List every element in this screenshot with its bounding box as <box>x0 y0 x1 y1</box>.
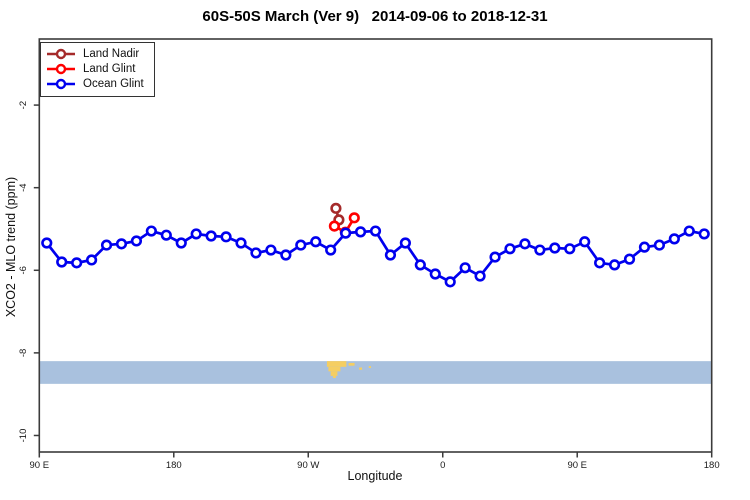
data-point <box>205 230 217 242</box>
land-nadir-line-marker-icon <box>47 48 75 60</box>
data-point <box>504 243 516 255</box>
series-line <box>45 229 705 284</box>
data-point <box>190 228 202 240</box>
data-point <box>348 212 360 224</box>
data-point <box>459 262 471 274</box>
ocean-glint-line-marker-icon <box>47 78 75 90</box>
map-strip-land <box>332 375 336 378</box>
data-point <box>549 242 561 254</box>
y-tick-label: -10 <box>18 429 29 443</box>
data-point <box>354 226 367 238</box>
y-tick-label: -4 <box>18 183 29 191</box>
series-land-nadir <box>330 202 345 226</box>
legend: Land Nadir Land Glint Ocean Glint <box>40 42 155 97</box>
x-tick-label: 90 W <box>297 460 319 471</box>
land-glint-line-marker-icon <box>47 63 75 75</box>
map-strip-land <box>330 371 338 376</box>
data-point <box>325 244 337 256</box>
data-point <box>250 247 262 259</box>
data-point <box>100 239 113 251</box>
data-point <box>444 276 456 288</box>
data-point <box>698 228 710 240</box>
map-strip-land <box>326 361 347 367</box>
data-point <box>519 238 531 250</box>
y-tick-label: -6 <box>18 266 29 274</box>
data-point <box>384 249 397 261</box>
legend-label: Land Glint <box>83 63 136 75</box>
data-point <box>85 254 98 266</box>
data-point <box>280 249 292 261</box>
data-point <box>220 231 232 243</box>
data-point <box>175 237 187 249</box>
data-point <box>160 229 172 241</box>
map-strip-land <box>368 366 372 368</box>
data-point <box>668 233 680 245</box>
map-strip-land <box>348 362 355 366</box>
data-point <box>56 256 68 268</box>
data-point <box>608 259 621 271</box>
map-strip-land <box>328 366 341 372</box>
x-tick-label: 90 E <box>30 460 50 471</box>
plot-border <box>38 38 713 453</box>
data-point <box>265 244 277 256</box>
data-point <box>41 237 53 249</box>
data-point <box>474 270 486 282</box>
data-point <box>130 235 143 247</box>
data-point <box>399 237 411 249</box>
data-point <box>235 237 247 249</box>
data-point <box>429 268 441 280</box>
data-point <box>683 225 695 237</box>
x-tick-label: 0 <box>440 460 445 471</box>
axis-ticks: 90 E 180 90 W 0 90 E 180 -2 -4 -6 -8 -10 <box>18 101 720 471</box>
data-point <box>489 251 501 263</box>
data-point <box>653 239 666 251</box>
map-strip-land <box>359 367 363 370</box>
legend-row-land-nadir: Land Nadir <box>46 47 144 61</box>
data-point <box>534 244 546 256</box>
legend-row-land-glint: Land Glint <box>46 62 144 76</box>
map-strip-ocean <box>39 361 712 384</box>
legend-row-ocean-glint: Ocean Glint <box>46 77 144 91</box>
data-point <box>594 257 606 269</box>
data-point <box>340 227 352 239</box>
x-tick-label: 180 <box>704 460 720 471</box>
y-tick-label: -8 <box>18 349 29 357</box>
data-point <box>71 257 83 269</box>
data-point <box>310 236 322 248</box>
legend-label: Ocean Glint <box>83 78 144 90</box>
data-point <box>145 225 157 237</box>
y-tick-label: -2 <box>18 101 29 109</box>
x-axis-label: Longitude <box>347 469 403 483</box>
series-ocean-glint <box>41 225 710 288</box>
data-point <box>328 220 341 232</box>
data-point <box>369 225 382 237</box>
data-point <box>638 241 651 253</box>
data-point <box>564 243 576 255</box>
data-point <box>295 239 307 251</box>
legend-label: Land Nadir <box>83 48 140 60</box>
chart-title: 60S-50S March (Ver 9) 2014-09-06 to 2018… <box>202 8 548 25</box>
x-tick-label: 180 <box>166 460 182 471</box>
x-tick-label: 90 E <box>567 460 587 471</box>
data-point <box>579 236 591 248</box>
data-point <box>330 202 342 214</box>
data-point <box>414 259 426 271</box>
map-strip <box>39 361 712 384</box>
data-point <box>623 253 636 265</box>
data-point <box>115 238 128 250</box>
y-axis-label: XCO2 - MLO trend (ppm) <box>4 176 18 318</box>
